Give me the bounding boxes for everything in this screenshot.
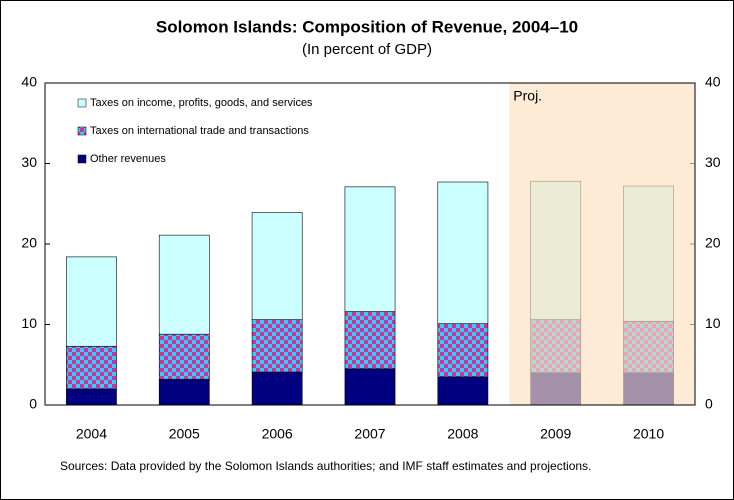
y2-tick-label: 0 (705, 396, 713, 412)
x-tick-label: 2007 (354, 426, 385, 442)
x-tick-label: 2009 (540, 426, 571, 442)
plot-frame (44, 82, 696, 406)
y-tick-label: 30 (21, 154, 37, 170)
bar-segment (344, 186, 396, 312)
y2-tick-label: 20 (705, 235, 721, 251)
x-tick-label: 2008 (447, 426, 478, 442)
x-tick-label: 2005 (169, 426, 200, 442)
bar-segment (251, 319, 303, 373)
y2-tick-label: 30 (705, 154, 721, 170)
bar-segment (66, 256, 117, 347)
y2-tick-label: 10 (705, 315, 721, 331)
legend-label: Other revenues (90, 153, 166, 165)
bar-segment (251, 212, 303, 320)
chart-title: Solomon Islands: Composition of Revenue,… (156, 17, 578, 36)
x-tick-label: 2010 (633, 426, 664, 442)
y-tick-label: 0 (29, 396, 37, 412)
source-note: Sources: Data provided by the Solomon Is… (60, 459, 592, 473)
legend-label: Taxes on income, profits, goods, and ser… (90, 97, 313, 109)
y-tick-label: 10 (21, 315, 37, 331)
bar-segment (158, 378, 210, 406)
projection-shade (509, 83, 695, 405)
y2-tick-label: 40 (705, 74, 721, 90)
bar-segment (158, 333, 210, 380)
bar-segment (437, 323, 489, 378)
bar-segment (344, 311, 396, 370)
bar-segment (66, 388, 117, 406)
y-tick-label: 20 (21, 235, 37, 251)
legend-swatch (77, 98, 87, 108)
bar-segment (158, 234, 210, 335)
x-tick-label: 2006 (262, 426, 293, 442)
x-tick-label: 2004 (76, 426, 107, 442)
bar-segment (437, 181, 489, 324)
chart-subtitle: (In percent of GDP) (302, 41, 432, 58)
legend-swatch (77, 154, 87, 164)
bar-segment (251, 371, 303, 406)
bar-segment (344, 368, 396, 406)
legend-swatch (77, 126, 87, 136)
legend-label: Taxes on international trade and transac… (90, 125, 309, 137)
bar-segment (66, 345, 117, 390)
bar-segment (437, 376, 489, 406)
projection-label: Proj. (513, 88, 542, 104)
y-tick-label: 40 (21, 74, 37, 90)
